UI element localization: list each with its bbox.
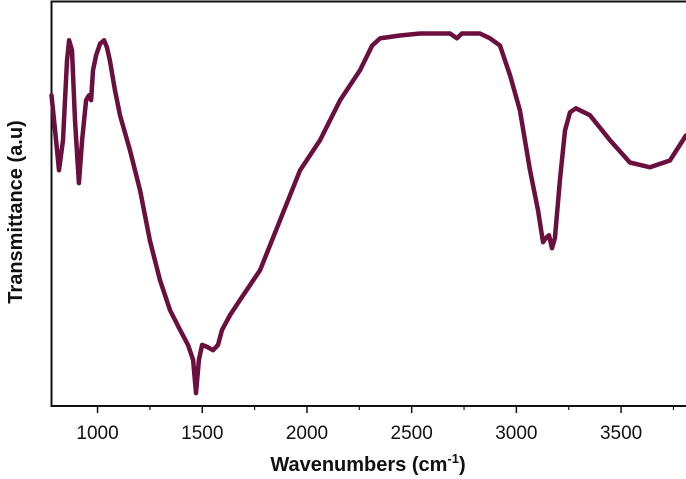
x-tick-label: 1500	[181, 423, 223, 444]
x-tick-label: 1000	[76, 423, 118, 444]
y-axis-title: Transmittance (a.u)	[5, 120, 27, 303]
plot-border	[50, 0, 686, 407]
x-axis-title: Wavenumbers (cm-1)	[270, 451, 465, 476]
x-tick-label: 2000	[286, 423, 328, 444]
x-tick-label: 3000	[495, 423, 537, 444]
series-group	[49, 31, 686, 396]
spectrum-line	[49, 31, 686, 396]
x-tick-label: 3500	[600, 423, 642, 444]
x-axis-ticks: 1000 1500 2000 2500 3000 3500	[76, 406, 675, 444]
plot-frame	[50, 0, 686, 407]
x-tick-label: 2500	[391, 423, 433, 444]
